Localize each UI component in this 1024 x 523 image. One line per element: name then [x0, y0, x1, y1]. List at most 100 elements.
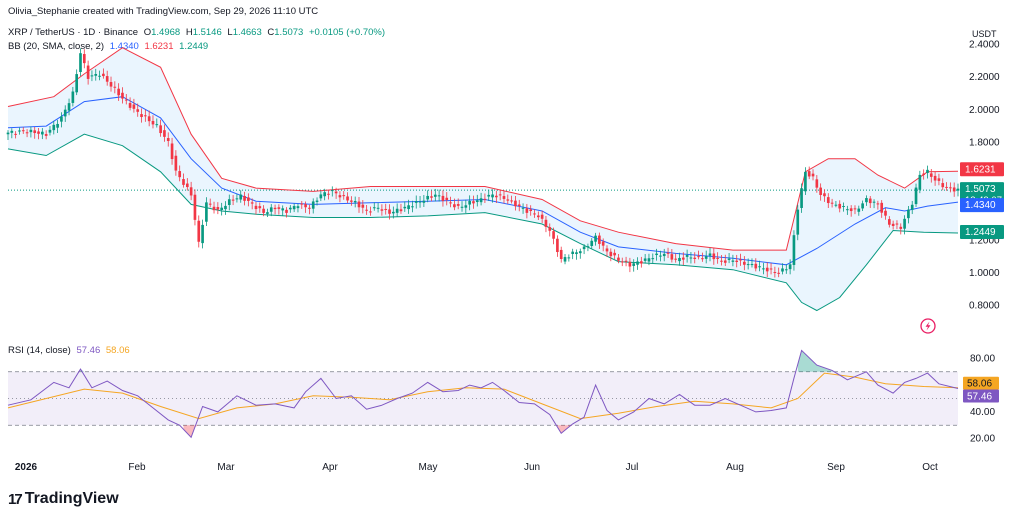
candle-body: [819, 187, 822, 195]
candle: [613, 249, 616, 260]
candle: [670, 249, 674, 263]
candle: [304, 201, 307, 213]
lower-band-tag: 1.2449: [960, 225, 1004, 240]
candle: [605, 245, 609, 258]
candle-body: [468, 200, 471, 205]
candle: [506, 194, 510, 204]
candle-body: [277, 207, 281, 209]
candle-body: [60, 116, 63, 122]
candle: [762, 262, 765, 275]
candle: [540, 210, 544, 223]
rsi-legend[interactable]: RSI (14, close) 57.46 58.06: [8, 345, 133, 356]
candle: [746, 258, 750, 270]
candle-body: [296, 206, 300, 209]
candle-body: [876, 203, 880, 205]
candle: [388, 204, 391, 220]
candle-body: [86, 65, 90, 79]
candle: [479, 192, 483, 206]
candle-body: [525, 208, 529, 213]
rsi-ma-tag: 58.06: [963, 376, 999, 390]
candle: [888, 216, 891, 228]
candle: [353, 196, 357, 208]
candle: [361, 200, 365, 214]
candle: [754, 258, 758, 272]
candle-body: [37, 131, 40, 134]
candle: [578, 248, 582, 259]
close-value: 1.5073: [274, 27, 304, 38]
candle-body: [338, 195, 342, 198]
candle-body: [563, 257, 567, 262]
candle: [727, 252, 731, 264]
candle: [48, 125, 52, 136]
candle: [857, 205, 861, 216]
candle: [63, 105, 67, 122]
candle: [536, 211, 540, 221]
candle-body: [392, 211, 395, 214]
candle: [147, 110, 151, 127]
candle: [514, 195, 517, 211]
candle: [25, 129, 29, 138]
candle-body: [113, 86, 117, 88]
candle: [285, 207, 288, 218]
rsi-tick-label: 80.00: [970, 353, 995, 364]
candle-body: [342, 195, 346, 197]
candle-body: [826, 197, 830, 204]
candle-body: [273, 207, 277, 210]
candle: [300, 200, 304, 209]
candle-body: [548, 227, 552, 231]
candle-body: [758, 266, 761, 268]
candle-body: [693, 257, 697, 259]
bb-legend[interactable]: BB (20, SMA, close, 2) 1.4340 1.6231 1.2…: [8, 41, 211, 52]
lightning-icon[interactable]: [920, 318, 936, 334]
candle-body: [895, 223, 899, 225]
candle: [777, 267, 781, 278]
candle-body: [643, 258, 647, 261]
candle: [357, 197, 361, 213]
candle-body: [636, 261, 639, 265]
candle: [231, 195, 235, 206]
candle-body: [735, 260, 739, 262]
candle: [346, 192, 349, 204]
low-value: 1.4663: [232, 27, 262, 38]
candle: [98, 70, 101, 81]
rsi-layer: [7, 349, 959, 439]
open-value: 1.4968: [151, 27, 181, 38]
time-tick-label: Mar: [217, 462, 235, 473]
candle: [208, 198, 212, 208]
close-label: C: [267, 27, 275, 38]
candle-body: [685, 255, 689, 257]
candle-body: [842, 206, 845, 207]
candle: [861, 200, 864, 212]
candle: [75, 69, 78, 96]
candle-body: [289, 207, 292, 210]
candle-body: [830, 202, 834, 204]
candle: [643, 254, 647, 264]
candle-body: [536, 215, 540, 218]
candle: [830, 198, 834, 208]
candle-body: [189, 187, 193, 196]
candle-body: [14, 133, 17, 135]
candle-body: [868, 198, 872, 204]
candle: [533, 209, 536, 218]
candle-body: [670, 254, 674, 260]
candle-body: [166, 138, 170, 142]
ohlc-legend[interactable]: XRP / TetherUS · 1D · Binance O1.4968 H1…: [8, 27, 388, 38]
candle-body: [151, 120, 155, 125]
candle-body: [140, 114, 143, 118]
candle: [136, 103, 140, 117]
candle-body: [628, 261, 632, 267]
candle-body: [495, 195, 498, 198]
candle-body: [185, 183, 189, 188]
price-labels-layer: 1.62311.507312:49:071.43401.244958.0657.…: [960, 162, 1004, 403]
candle: [155, 118, 159, 128]
candle: [876, 200, 880, 210]
candle-body: [800, 188, 803, 208]
candle-body: [426, 195, 430, 200]
candle-body: [388, 209, 391, 214]
candle: [807, 166, 811, 180]
candle-body: [720, 260, 723, 262]
candle-body: [533, 213, 536, 215]
candle-body: [834, 204, 838, 206]
rsi-tick-label: 20.00: [970, 434, 995, 445]
tradingview-logo[interactable]: 17 TradingView: [8, 490, 119, 508]
